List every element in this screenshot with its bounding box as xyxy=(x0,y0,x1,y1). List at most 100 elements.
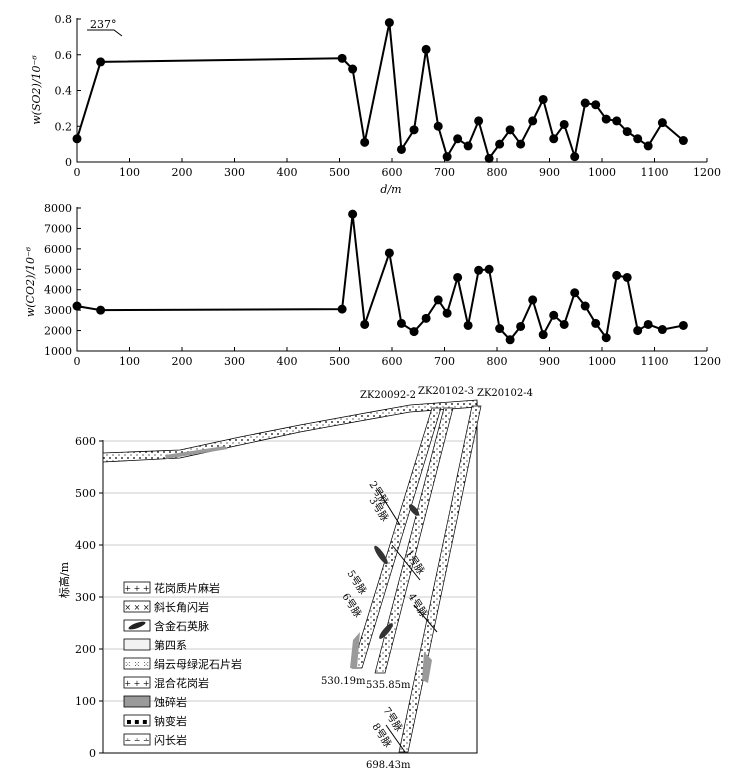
legend-swatch xyxy=(123,600,151,613)
c1-data-point xyxy=(433,121,443,131)
legend-swatch xyxy=(123,581,151,594)
legend-entry: 混合花岗岩 xyxy=(154,676,209,690)
co2-y-ticks: 1000 2000 3000 4000 5000 6000 7000 8000 xyxy=(44,202,81,358)
c2-ytick-label: 4000 xyxy=(44,284,72,297)
so2-y-ticks: 0 0.2 0.4 0.6 0.8 xyxy=(55,13,81,169)
c2-ytick-label: 7000 xyxy=(44,222,72,235)
c2-data-point xyxy=(442,308,452,318)
c2-ytick-label: 6000 xyxy=(44,243,72,256)
c1-data-point xyxy=(633,134,643,144)
c2-data-point xyxy=(633,326,643,336)
gold-quartz-vein-3 xyxy=(379,623,393,639)
vein-line-4 xyxy=(385,724,406,753)
legend-entry: 第四系 xyxy=(154,638,187,652)
c1-data-point xyxy=(72,134,82,144)
c1-ytick-label: 0.2 xyxy=(55,120,73,133)
section-ytick-label: 0 xyxy=(89,747,96,760)
c1-ytick-label: 0.8 xyxy=(55,13,73,26)
c1-xtick-label: 800 xyxy=(487,166,508,179)
c1-xtick-label: 1200 xyxy=(693,166,721,179)
c1-xtick-label: 700 xyxy=(434,166,455,179)
c2-xtick-label: 200 xyxy=(172,355,193,368)
c2-data-point xyxy=(528,295,538,305)
azimuth-annotation: 237° xyxy=(87,18,123,37)
vein-label-4: 4号脉 xyxy=(405,591,430,620)
c1-data-point xyxy=(384,18,394,28)
c1-xtick-label: 300 xyxy=(224,166,245,179)
depth-label-3: 698.43m xyxy=(366,760,411,771)
c1-data-point xyxy=(463,141,473,151)
c2-data-point xyxy=(396,318,406,328)
section-ytick-label: 300 xyxy=(75,591,96,604)
co2-chart: 0 100 200 300 400 500 600 700 800 900 1000 1100 1200… xyxy=(24,202,721,368)
so2-series-line xyxy=(76,22,685,161)
legend-swatch xyxy=(123,657,151,670)
c2-xtick-label: 600 xyxy=(382,355,403,368)
c2-data-point xyxy=(495,324,505,334)
c2-data-point xyxy=(453,272,463,282)
c2-xtick-label: 1200 xyxy=(693,355,721,368)
depth-label-2: 535.85m xyxy=(366,680,411,691)
c1-data-point xyxy=(570,152,580,162)
c1-data-point xyxy=(453,134,463,144)
c1-xtick-label: 200 xyxy=(172,166,193,179)
c2-xtick-label: 300 xyxy=(224,355,245,368)
c2-data-point xyxy=(538,330,548,340)
c2-data-point xyxy=(559,319,569,329)
c2-data-point xyxy=(348,209,358,219)
c1-data-point xyxy=(495,139,505,149)
c1-data-point xyxy=(409,125,419,135)
c1-xtick-label: 0 xyxy=(74,166,81,179)
legend-pattern-symbol: ▪ ▪ ▪ xyxy=(126,717,147,726)
c1-data-point xyxy=(396,144,406,154)
c2-data-point xyxy=(421,313,431,323)
legend-entry: 闪长岩 xyxy=(154,733,187,747)
c1-xtick-label: 400 xyxy=(277,166,298,179)
c2-ytick-label: 2000 xyxy=(44,325,72,338)
c1-data-point xyxy=(601,114,611,124)
legend-swatch xyxy=(123,695,151,708)
co2-plot-frame xyxy=(76,207,707,352)
c1-data-point xyxy=(549,134,559,144)
c2-data-point xyxy=(474,265,484,275)
fracture-zone-2 xyxy=(422,652,432,683)
section-y-ticks: 0 100 200 300 400 500 600 xyxy=(75,435,103,760)
legend-pattern-symbol: + + + xyxy=(124,584,149,593)
c2-data-point xyxy=(72,301,82,311)
legend-swatch xyxy=(123,676,151,689)
fracture-zone-1 xyxy=(350,632,360,668)
c1-data-point xyxy=(622,127,632,137)
so2-x-ticks: 0 100 200 300 400 500 600 700 800 900 1000 1100 1200 xyxy=(74,158,721,179)
c2-ytick-label: 8000 xyxy=(44,202,72,215)
c2-xtick-label: 700 xyxy=(434,355,455,368)
c2-data-point xyxy=(580,301,590,311)
c1-data-point xyxy=(96,57,106,67)
c1-xtick-label: 1100 xyxy=(641,166,669,179)
c2-xtick-label: 1000 xyxy=(588,355,616,368)
section-ytick-label: 600 xyxy=(75,435,96,448)
drillhole-strip-3 xyxy=(398,405,482,753)
c1-xtick-label: 1000 xyxy=(588,166,616,179)
drillhole-label-2: ZK20102-3 xyxy=(418,386,474,397)
c2-ytick-label: 5000 xyxy=(44,263,72,276)
section-ytick-label: 200 xyxy=(75,643,96,656)
c2-xtick-label: 0 xyxy=(74,355,81,368)
c2-data-point xyxy=(612,270,622,280)
c1-data-point xyxy=(348,64,358,74)
c2-data-point xyxy=(96,305,106,315)
c1-data-point xyxy=(442,152,452,162)
section-ytick-label: 100 xyxy=(75,695,96,708)
legend-pattern-symbol: ⁙ ⁙ ⁙ xyxy=(124,660,149,669)
c1-data-point xyxy=(678,136,688,146)
c1-data-point xyxy=(484,153,494,163)
c2-data-point xyxy=(360,319,370,329)
c1-ytick-label: 0 xyxy=(65,156,72,169)
co2-series-line xyxy=(76,213,684,342)
legend-entry: 绢云母绿泥石片岩 xyxy=(154,657,242,671)
drillhole-strip-2 xyxy=(374,407,454,674)
drillhole-strip-1 xyxy=(351,407,442,669)
drillhole-label-3: ZK20102-4 xyxy=(477,388,533,399)
c2-data-point xyxy=(601,333,611,343)
c2-data-point xyxy=(591,318,601,328)
